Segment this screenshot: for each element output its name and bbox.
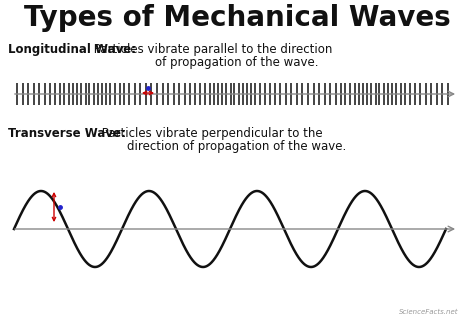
Text: Particles vibrate perpendicular to the: Particles vibrate perpendicular to the [98, 127, 323, 140]
Text: direction of propagation of the wave.: direction of propagation of the wave. [128, 140, 346, 153]
Text: Transverse Wave:: Transverse Wave: [8, 127, 126, 140]
Text: ScienceFacts.net: ScienceFacts.net [399, 309, 458, 315]
Text: Types of Mechanical Waves: Types of Mechanical Waves [24, 4, 450, 32]
Text: Longitudinal Wave:: Longitudinal Wave: [8, 43, 136, 56]
Text: of propagation of the wave.: of propagation of the wave. [155, 56, 319, 69]
Text: Particles vibrate parallel to the direction: Particles vibrate parallel to the direct… [90, 43, 332, 56]
